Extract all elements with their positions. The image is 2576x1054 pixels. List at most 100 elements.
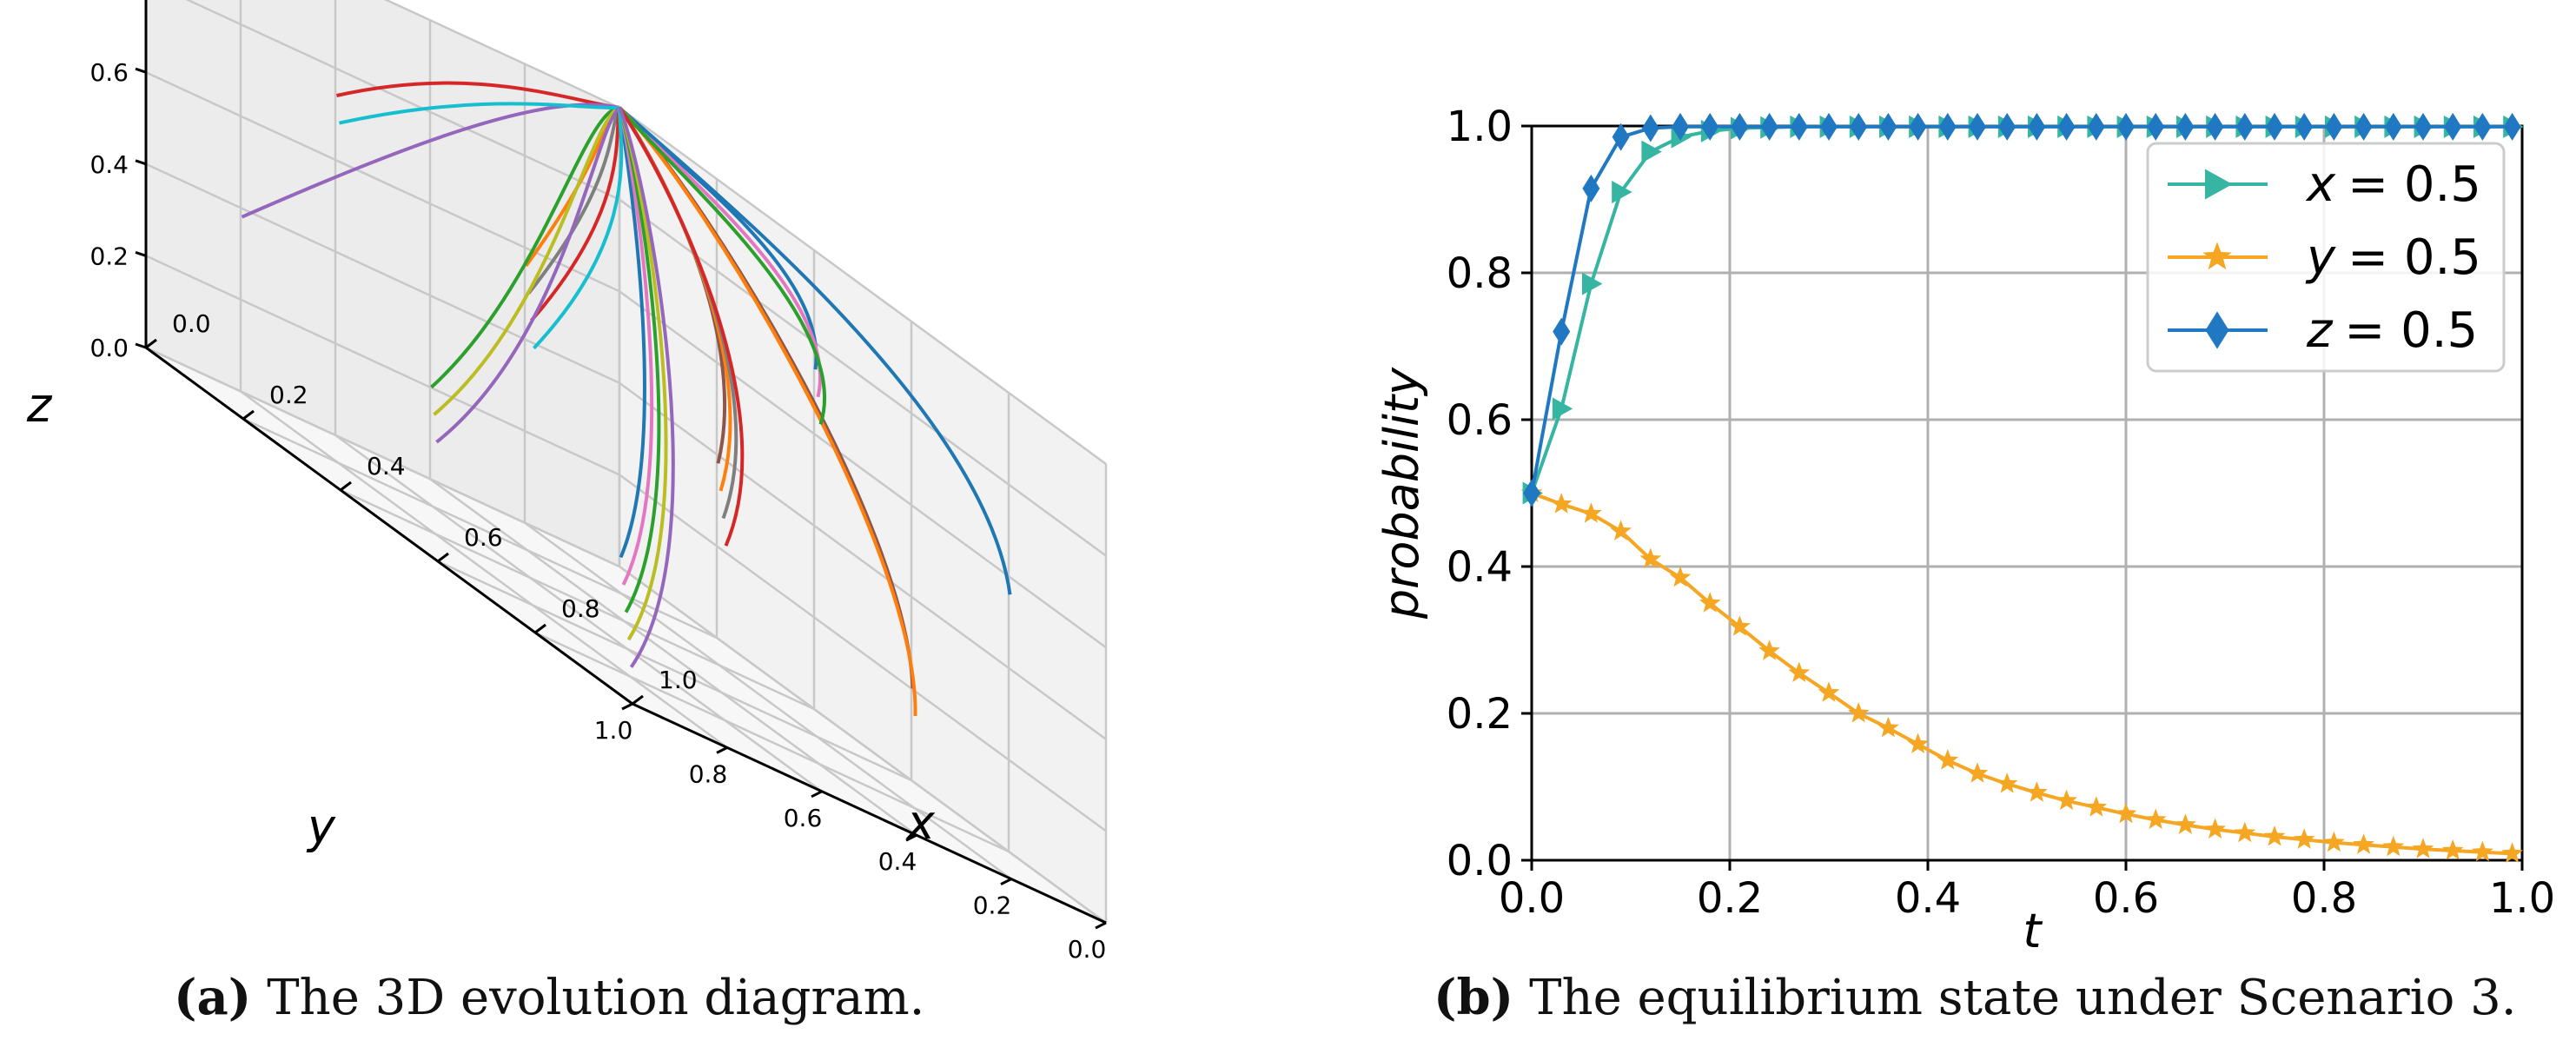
data-point-y [1580, 502, 1602, 523]
y-tick-label: 0.4 [878, 847, 917, 876]
caption-b: (b) The equilibrium state under Scenario… [1434, 954, 2517, 1041]
data-point-z [2087, 112, 2105, 141]
x-tick [437, 552, 449, 563]
grid-line-3d [619, 565, 1107, 925]
x-tick-label: 0.6 [2093, 874, 2159, 923]
data-point-z [1701, 112, 1719, 141]
data-point-y [2085, 796, 2108, 817]
grid-line-3d [534, 631, 1010, 853]
trajectory [533, 107, 624, 350]
data-point-z [1938, 112, 1957, 141]
y-tick-label: 0.8 [689, 759, 728, 788]
grid-line-3d [240, 390, 728, 749]
legend-marker [2204, 169, 2233, 200]
data-point-z [2028, 112, 2046, 141]
data-point-y [1669, 566, 1692, 587]
grid-line-3d [619, 381, 1107, 740]
data-point-z [1612, 123, 1630, 151]
grid-line-3d [437, 560, 912, 782]
data-point-z [1523, 479, 1540, 507]
data-point-y [2441, 839, 2464, 860]
data-point-z [1641, 114, 1659, 143]
data-point-z [2147, 112, 2165, 141]
legend-entry-x: x = 0.5 [2168, 156, 2481, 213]
data-point-y [1610, 520, 1632, 540]
y-axis-label: y [306, 799, 336, 854]
chart-3d-evolution: 0.0 0.0 0.0 0.2 0.2 0.2 0.4 0.4 0.4 0.6 0.6 0.6 0.8 0… [26, 0, 1108, 964]
chart-equilibrium: 0.0 0.2 0.4 0.6 0.8 1.0 0.0 0.2 0.4 0.6 0.8 1.0 t pro… [1374, 103, 2555, 958]
y-tick-label: 0.6 [1447, 396, 1513, 445]
legend-marker [2205, 311, 2229, 349]
data-point-z [1850, 112, 1868, 141]
data-point-y [1788, 661, 1811, 682]
data-point-x [1612, 181, 1632, 204]
data-point-y [1639, 547, 1662, 569]
caption-b-text: The equilibrium state under Scenario 3. [1529, 969, 2517, 1026]
series-z [1523, 112, 2521, 507]
x-tick-label: 0.2 [1697, 874, 1763, 923]
y-tick [716, 746, 728, 754]
y-tick [905, 833, 917, 842]
grid-line-3d [619, 290, 1107, 649]
caption-a-label: (a) [174, 969, 252, 1026]
data-point-y [2026, 781, 2048, 802]
data-point-y [2472, 840, 2493, 862]
data-point-z [2414, 112, 2432, 141]
grid-line-3d [185, 0, 620, 201]
trajectory [618, 106, 745, 547]
z-tick [135, 67, 147, 74]
data-point-y [2501, 842, 2523, 863]
x-tick-label: 0.8 [561, 594, 600, 623]
grid-line-3d [619, 474, 1107, 832]
z-tick [135, 342, 147, 349]
data-point-z [2057, 112, 2076, 141]
data-point-y [2204, 818, 2226, 839]
y-tick-label: 0.0 [1447, 837, 1513, 885]
series-line-z [1530, 124, 2513, 494]
x-tick-label: 0.6 [464, 523, 503, 552]
z-tick [135, 250, 147, 257]
x-tick-label: 0.8 [2291, 874, 2357, 923]
trajectory [339, 102, 620, 125]
data-point-y [2056, 789, 2077, 811]
x-tick [145, 338, 157, 349]
data-point-y [1847, 702, 1870, 723]
caption-a-text: The 3D evolution diagram. [267, 969, 925, 1026]
data-point-y [2144, 808, 2167, 829]
data-point-y [1907, 732, 1929, 753]
grid-line-3d [619, 198, 1107, 557]
data-point-y [1996, 772, 2018, 793]
data-point-y [1877, 716, 1899, 738]
x-tick-label: 0.0 [172, 309, 211, 338]
data-point-y [1729, 615, 1751, 636]
z-tick-label: 0.4 [89, 150, 129, 179]
grid-line-3d [242, 417, 718, 640]
grid-line-3d [619, 106, 1107, 466]
data-point-z [2295, 112, 2314, 141]
data-point-y [1550, 493, 1573, 514]
data-point-y [2263, 825, 2286, 846]
trajectory [618, 106, 917, 717]
y-tick-label: 1.0 [1447, 103, 1513, 151]
y-axis-label: probability [1374, 367, 1429, 620]
data-point-y [1758, 640, 1780, 660]
x-tick [534, 623, 546, 634]
data-point-z [1820, 112, 1838, 141]
grid-line-3d [145, 71, 620, 293]
data-point-z [1969, 112, 1986, 141]
legend-label: y = 0.5 [2305, 229, 2481, 286]
data-point-z [2473, 112, 2492, 141]
trajectory [241, 103, 620, 219]
data-point-z [2235, 112, 2254, 141]
x-tick-label: 0.2 [269, 381, 308, 409]
legend-marker [2202, 242, 2232, 270]
data-point-y [1966, 762, 1989, 783]
y-tick [621, 702, 633, 711]
legend-entry-z: z = 0.5 [2168, 302, 2478, 359]
data-point-z [2176, 112, 2195, 141]
data-point-z [2354, 112, 2373, 141]
data-point-z [1672, 112, 1689, 141]
legend-label: x = 0.5 [2305, 156, 2481, 213]
data-point-z [1998, 112, 2016, 141]
